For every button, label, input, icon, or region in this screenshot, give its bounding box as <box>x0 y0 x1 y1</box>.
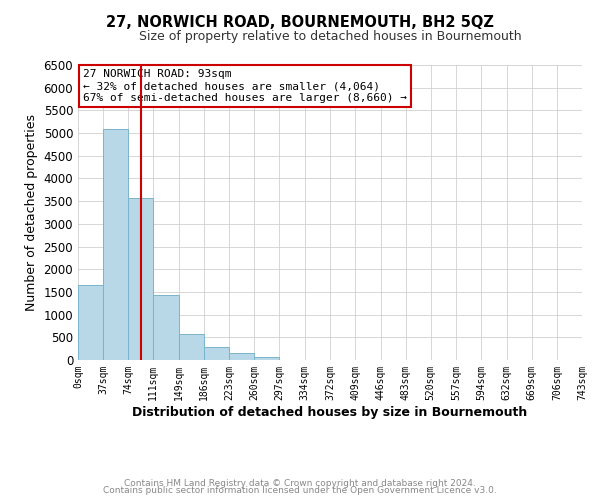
Bar <box>78 285 103 360</box>
Bar <box>153 295 179 360</box>
Bar <box>229 354 254 360</box>
Text: Contains public sector information licensed under the Open Government Licence v3: Contains public sector information licen… <box>103 486 497 495</box>
Title: Size of property relative to detached houses in Bournemouth: Size of property relative to detached ho… <box>139 30 521 43</box>
Bar <box>254 358 280 360</box>
X-axis label: Distribution of detached houses by size in Bournemouth: Distribution of detached houses by size … <box>133 406 527 418</box>
Bar <box>179 334 204 360</box>
Bar <box>103 128 128 360</box>
Y-axis label: Number of detached properties: Number of detached properties <box>25 114 38 311</box>
Bar <box>204 346 229 360</box>
Bar <box>128 198 153 360</box>
Text: 27 NORWICH ROAD: 93sqm
← 32% of detached houses are smaller (4,064)
67% of semi-: 27 NORWICH ROAD: 93sqm ← 32% of detached… <box>83 70 407 102</box>
Text: Contains HM Land Registry data © Crown copyright and database right 2024.: Contains HM Land Registry data © Crown c… <box>124 478 476 488</box>
Text: 27, NORWICH ROAD, BOURNEMOUTH, BH2 5QZ: 27, NORWICH ROAD, BOURNEMOUTH, BH2 5QZ <box>106 15 494 30</box>
